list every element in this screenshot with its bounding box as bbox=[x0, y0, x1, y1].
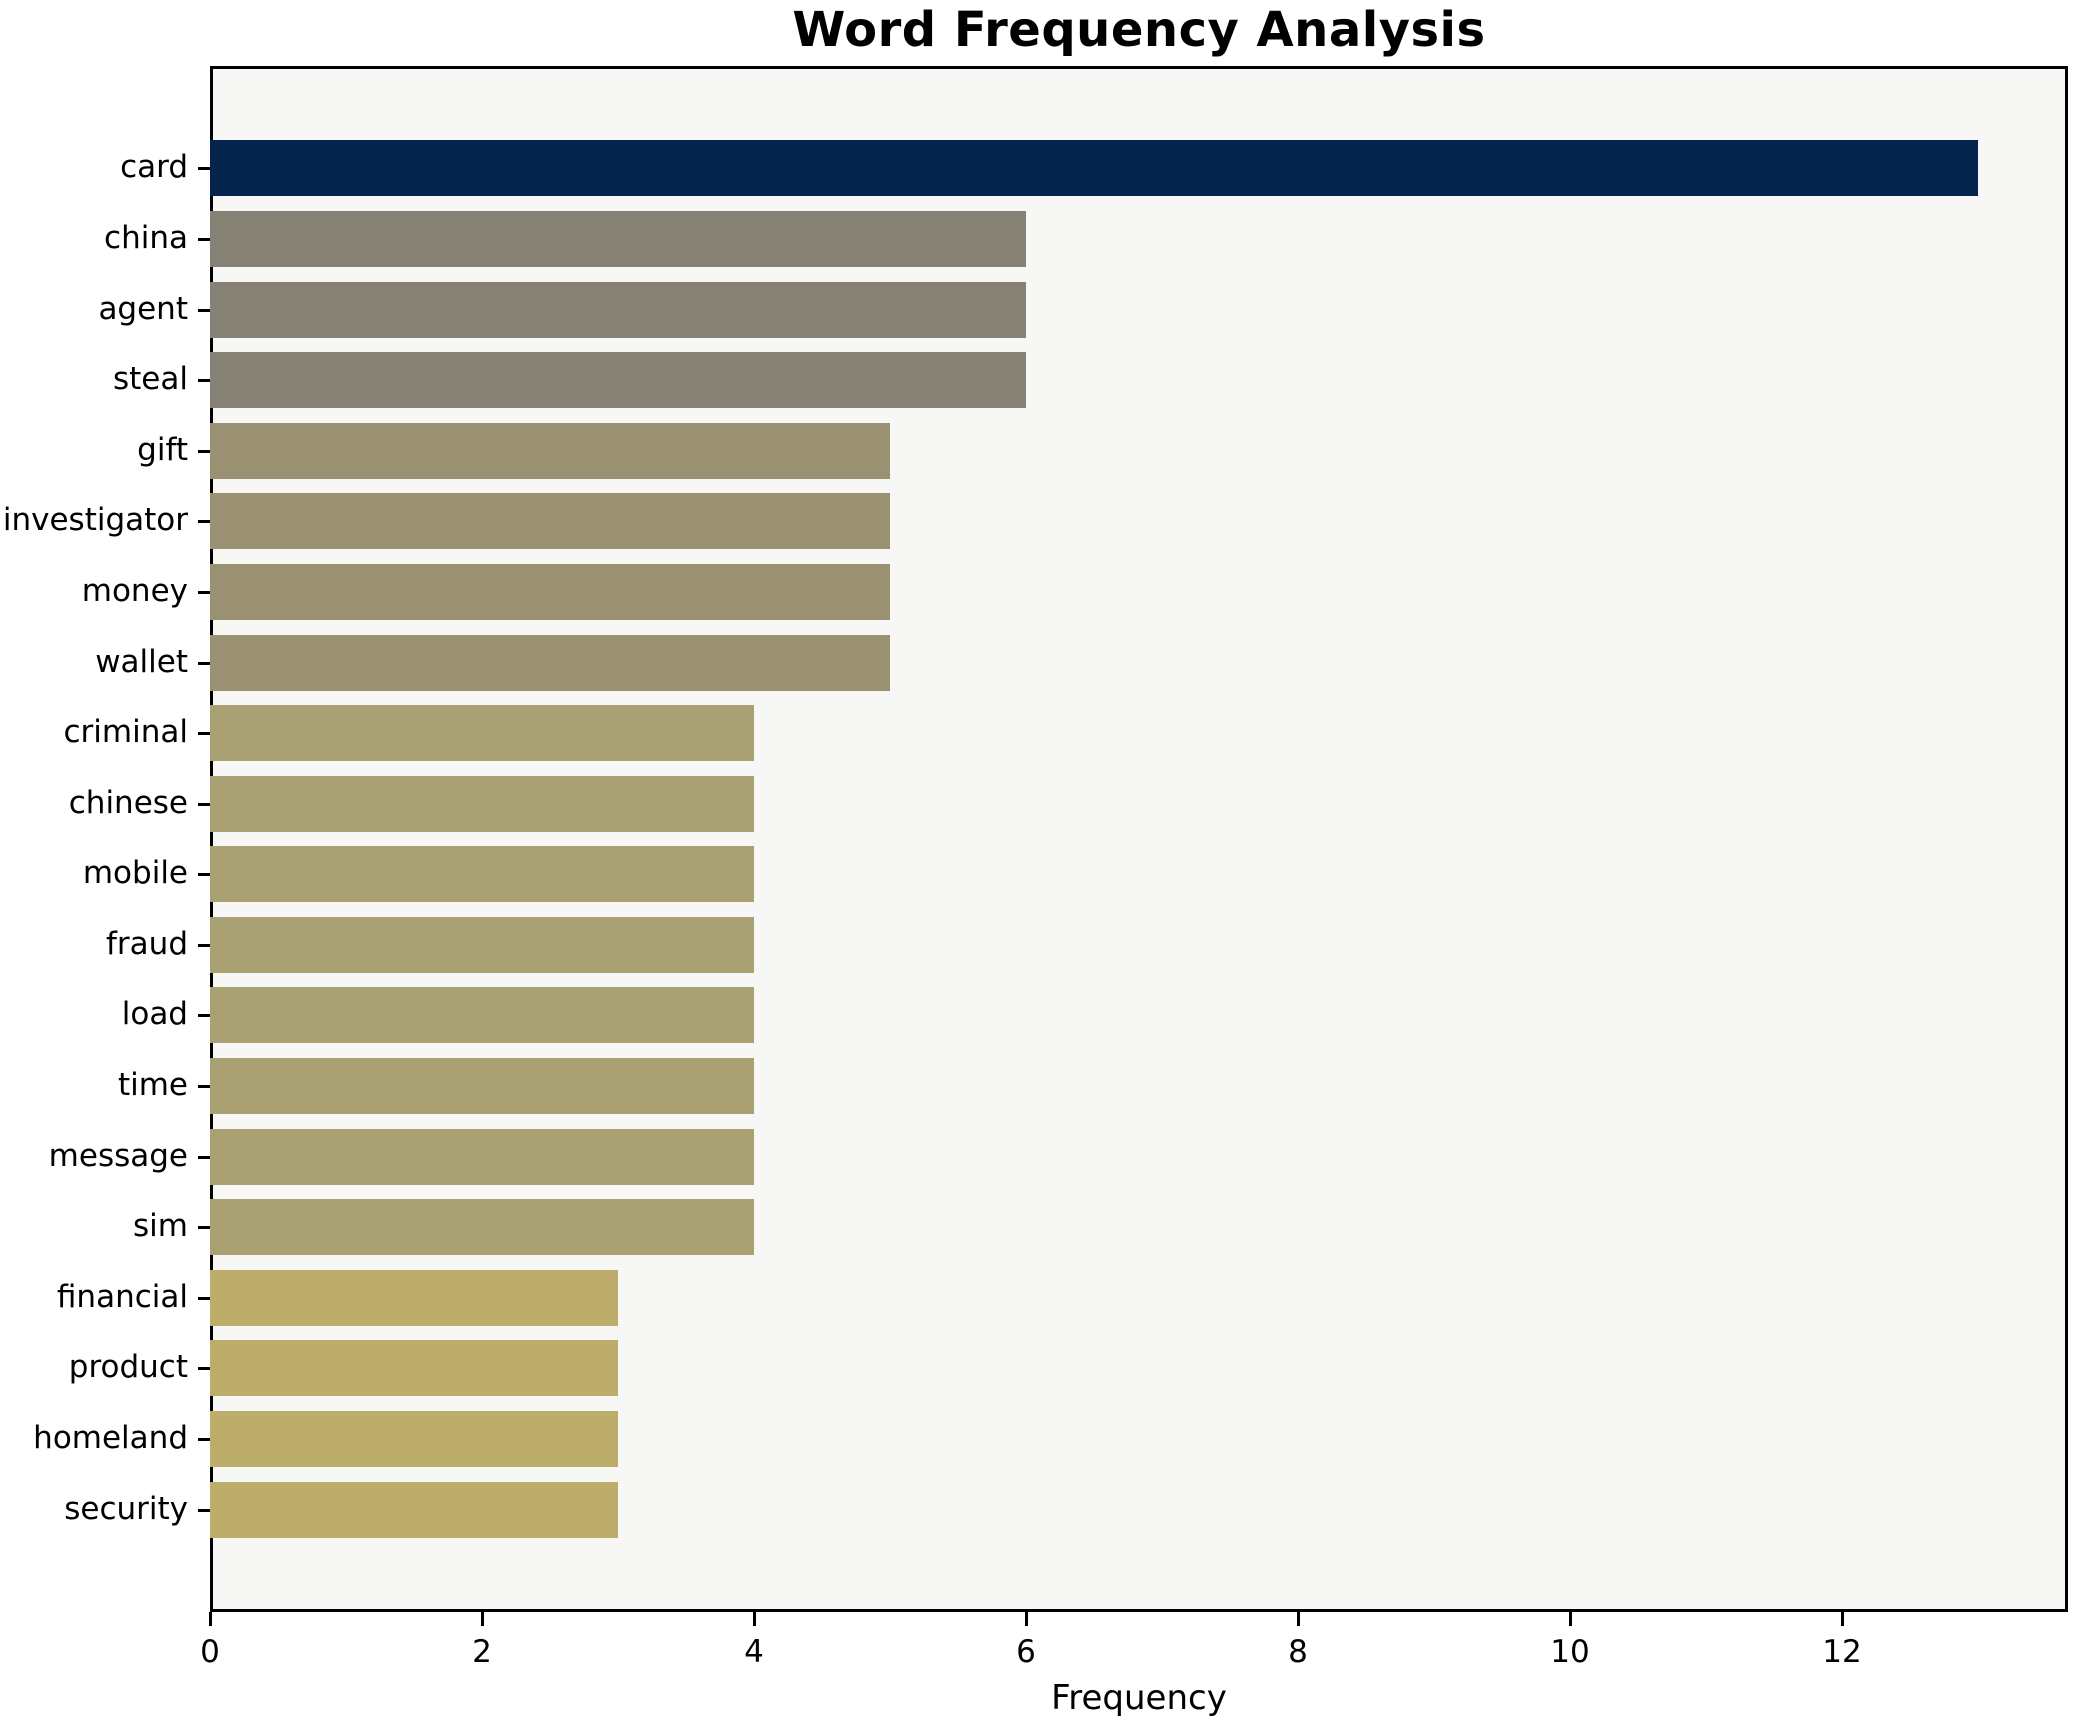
x-tick-mark bbox=[209, 1612, 212, 1626]
y-tick-mark bbox=[198, 1297, 210, 1300]
x-tick-label-8: 8 bbox=[1288, 1634, 1308, 1670]
y-tick-mark bbox=[198, 309, 210, 312]
y-axis-label-financial: financial bbox=[56, 1279, 188, 1315]
y-tick-mark bbox=[198, 1014, 210, 1017]
x-tick-label-4: 4 bbox=[744, 1634, 764, 1670]
y-axis-label-load: load bbox=[121, 996, 188, 1032]
x-tick-label-2: 2 bbox=[472, 1634, 492, 1670]
y-tick-mark bbox=[198, 167, 210, 170]
y-tick-mark bbox=[198, 520, 210, 523]
bar-message bbox=[210, 1129, 754, 1185]
bar-steal bbox=[210, 352, 1026, 408]
y-tick-mark bbox=[198, 662, 210, 665]
x-tick-label-0: 0 bbox=[200, 1634, 220, 1670]
y-tick-mark bbox=[198, 238, 210, 241]
y-axis-label-homeland: homeland bbox=[33, 1420, 188, 1456]
bar-china bbox=[210, 211, 1026, 267]
bar-fraud bbox=[210, 917, 754, 973]
y-tick-mark bbox=[198, 944, 210, 947]
y-axis-label-sim: sim bbox=[133, 1208, 188, 1244]
bar-security bbox=[210, 1482, 618, 1538]
bar-financial bbox=[210, 1270, 618, 1326]
bar-wallet bbox=[210, 635, 890, 691]
y-axis-label-china: china bbox=[104, 220, 188, 256]
bar-agent bbox=[210, 282, 1026, 338]
x-tick-label-6: 6 bbox=[1016, 1634, 1036, 1670]
y-tick-mark bbox=[198, 873, 210, 876]
x-tick-label-10: 10 bbox=[1550, 1634, 1590, 1670]
y-tick-mark bbox=[198, 450, 210, 453]
bar-load bbox=[210, 987, 754, 1043]
y-axis-label-steal: steal bbox=[113, 361, 188, 397]
x-tick-mark bbox=[1025, 1612, 1028, 1626]
bar-money bbox=[210, 564, 890, 620]
y-axis-label-card: card bbox=[120, 149, 188, 185]
bar-mobile bbox=[210, 846, 754, 902]
x-tick-mark bbox=[481, 1612, 484, 1626]
x-tick-mark bbox=[1569, 1612, 1572, 1626]
bar-chinese bbox=[210, 776, 754, 832]
y-axis-label-message: message bbox=[48, 1138, 188, 1174]
y-tick-mark bbox=[198, 1156, 210, 1159]
y-axis-label-mobile: mobile bbox=[82, 855, 188, 891]
x-tick-mark bbox=[1841, 1612, 1844, 1626]
chart-title: Word Frequency Analysis bbox=[792, 2, 1486, 58]
y-axis-label-criminal: criminal bbox=[63, 714, 188, 750]
y-axis-label-chinese: chinese bbox=[68, 785, 188, 821]
bar-criminal bbox=[210, 705, 754, 761]
x-tick-label-12: 12 bbox=[1822, 1634, 1862, 1670]
bar-sim bbox=[210, 1199, 754, 1255]
y-axis-label-agent: agent bbox=[98, 291, 188, 327]
y-tick-mark bbox=[198, 379, 210, 382]
y-tick-mark bbox=[198, 803, 210, 806]
y-axis-label-security: security bbox=[64, 1491, 188, 1527]
y-axis-label-fraud: fraud bbox=[106, 926, 188, 962]
bar-homeland bbox=[210, 1411, 618, 1467]
bar-card bbox=[210, 140, 1978, 196]
x-tick-mark bbox=[753, 1612, 756, 1626]
y-axis-label-wallet: wallet bbox=[95, 644, 188, 680]
bar-product bbox=[210, 1340, 618, 1396]
y-tick-mark bbox=[198, 1367, 210, 1370]
y-tick-mark bbox=[198, 1226, 210, 1229]
y-tick-mark bbox=[198, 1085, 210, 1088]
y-axis-label-product: product bbox=[68, 1349, 188, 1385]
bar-investigator bbox=[210, 493, 890, 549]
y-axis-label-gift: gift bbox=[137, 432, 188, 468]
bar-time bbox=[210, 1058, 754, 1114]
x-tick-mark bbox=[1297, 1612, 1300, 1626]
y-axis-label-time: time bbox=[117, 1067, 188, 1103]
x-axis-title: Frequency bbox=[1051, 1678, 1227, 1718]
y-axis-label-investigator: investigator bbox=[2, 502, 188, 538]
y-tick-mark bbox=[198, 732, 210, 735]
y-axis-label-money: money bbox=[81, 573, 188, 609]
y-tick-mark bbox=[198, 1509, 210, 1512]
bar-gift bbox=[210, 423, 890, 479]
y-tick-mark bbox=[198, 591, 210, 594]
y-tick-mark bbox=[198, 1438, 210, 1441]
